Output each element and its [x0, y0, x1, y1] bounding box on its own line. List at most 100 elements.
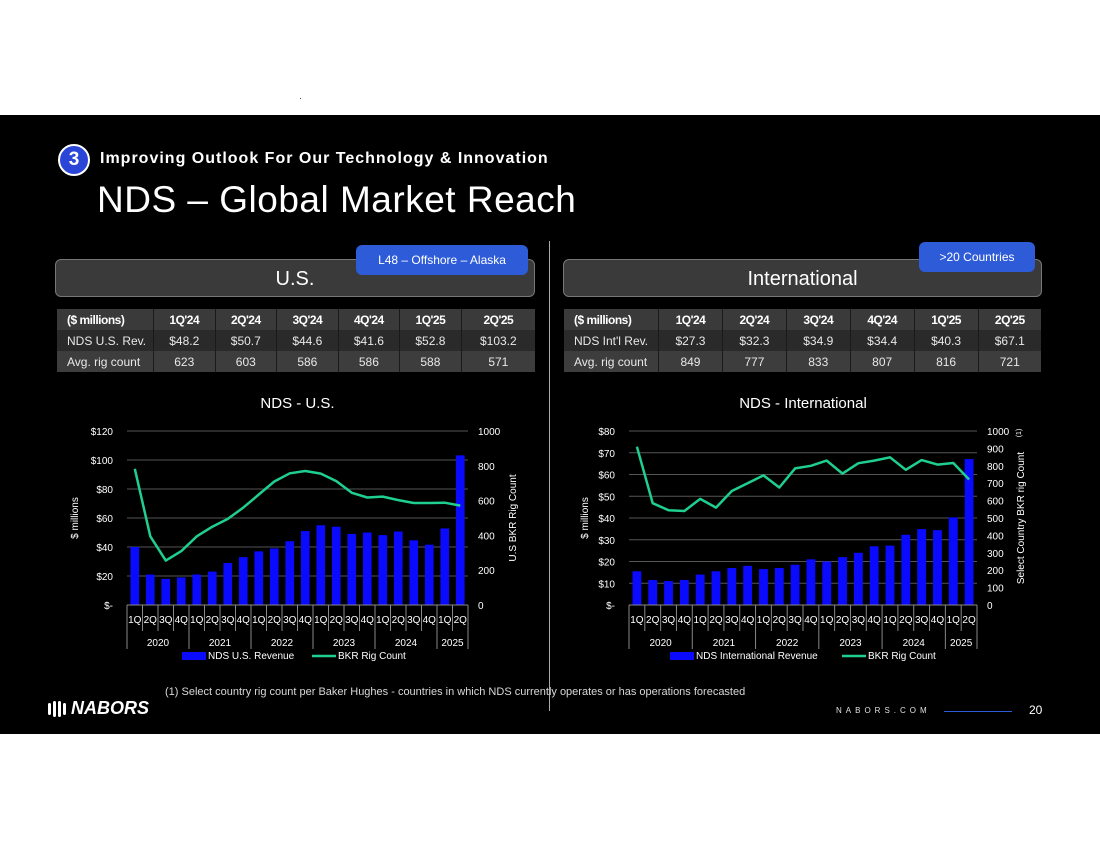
- y2-tick-label: 400: [987, 531, 1004, 542]
- slide: 3 Improving Outlook For Our Technology &…: [0, 115, 1100, 734]
- x-quarter-label: 2Q: [836, 615, 850, 626]
- x-quarter-label: 4Q: [299, 615, 313, 626]
- x-quarter-label: 2Q: [709, 615, 723, 626]
- footnote: (1) Select country rig count per Baker H…: [165, 686, 746, 698]
- bar: [664, 581, 673, 605]
- bar: [378, 535, 388, 605]
- x-year-label: 2022: [271, 638, 294, 649]
- bar: [679, 579, 689, 605]
- table-cell: $41.6: [337, 330, 400, 351]
- x-quarter-label: 3Q: [852, 615, 866, 626]
- table-header-cell: 1Q'25: [399, 309, 462, 330]
- x-year-label: 2024: [903, 638, 926, 649]
- table-header-row: ($ millions) 1Q'24 2Q'24 3Q'24 4Q'24 1Q'…: [564, 309, 1041, 330]
- y-tick-label: $-: [104, 601, 113, 612]
- table-cell: $34.4: [849, 330, 915, 351]
- bar: [161, 578, 171, 605]
- x-quarter-label: 3Q: [915, 615, 929, 626]
- y-tick-label: $100: [91, 456, 114, 467]
- bar: [440, 528, 450, 605]
- x-quarter-label: 3Q: [407, 615, 421, 626]
- table-cell: 833: [785, 351, 851, 372]
- table-header-cell: 2Q'25: [460, 309, 535, 330]
- bar: [285, 541, 295, 605]
- y-tick-label: $60: [96, 514, 113, 525]
- bar: [455, 455, 465, 605]
- us-revenue-table: ($ millions) 1Q'24 2Q'24 3Q'24 4Q'24 1Q'…: [57, 309, 535, 372]
- table-cell: 849: [658, 351, 723, 372]
- slide-title: NDS – Global Market Reach: [97, 179, 577, 220]
- x-quarter-label: 3Q: [725, 615, 739, 626]
- bar: [853, 552, 863, 605]
- x-year-label: 2020: [147, 638, 170, 649]
- x-quarter-label: 1Q: [314, 615, 328, 626]
- bar: [409, 540, 419, 605]
- y2-tick-label: 600: [478, 497, 495, 508]
- table-header-cell: 1Q'24: [153, 309, 216, 330]
- y-tick-label: $80: [96, 485, 113, 496]
- y2-axis-footnote-marker: (1): [1016, 429, 1023, 438]
- bar: [331, 526, 341, 605]
- table-cell: $40.3: [913, 330, 979, 351]
- bar: [347, 533, 357, 605]
- table-cell: Avg. rig count: [564, 351, 659, 372]
- y2-tick-label: 200: [478, 566, 495, 577]
- stray-dot: [300, 98, 301, 99]
- bar: [948, 517, 958, 605]
- y-tick-label: $-: [606, 601, 615, 612]
- intl-revenue-table: ($ millions) 1Q'24 2Q'24 3Q'24 4Q'24 1Q'…: [564, 309, 1041, 372]
- y-tick-label: $50: [598, 492, 615, 503]
- bar: [822, 561, 832, 605]
- y2-tick-label: 700: [987, 479, 1004, 490]
- bar: [885, 545, 895, 605]
- table-cell: $34.9: [785, 330, 851, 351]
- bar: [424, 544, 434, 605]
- rig-count-line: [133, 468, 461, 562]
- bar: [964, 459, 974, 605]
- table-cell: $27.3: [658, 330, 723, 351]
- bar: [790, 564, 800, 605]
- x-year-label: 2023: [333, 638, 356, 649]
- legend-bar-swatch: [670, 652, 694, 660]
- x-year-label: 2025: [441, 638, 464, 649]
- x-quarter-label: 4Q: [678, 615, 692, 626]
- x-quarter-label: 1Q: [694, 615, 708, 626]
- x-quarter-label: 4Q: [804, 615, 818, 626]
- us-region-tag: L48 – Offshore – Alaska: [356, 245, 528, 275]
- bar: [759, 569, 768, 605]
- y2-tick-label: 1000: [987, 427, 1010, 438]
- website-label[interactable]: NABORS.COM: [836, 706, 931, 715]
- table-header-cell: 2Q'24: [721, 309, 787, 330]
- x-quarter-label: 2Q: [646, 615, 660, 626]
- table-cell: NDS Int'l Rev.: [564, 330, 659, 351]
- table-cell: NDS U.S. Rev.: [57, 330, 154, 351]
- website-underline: [944, 711, 1012, 712]
- bar: [192, 574, 202, 605]
- y-tick-label: $80: [598, 427, 615, 438]
- table-cell: 571: [460, 351, 535, 372]
- table-cell: 588: [399, 351, 462, 372]
- bar: [695, 574, 705, 605]
- table-cell: 586: [337, 351, 400, 372]
- bar: [238, 557, 248, 605]
- x-quarter-label: 4Q: [868, 615, 882, 626]
- bar: [648, 579, 658, 605]
- x-quarter-label: 1Q: [190, 615, 204, 626]
- x-quarter-label: 2Q: [330, 615, 344, 626]
- x-quarter-label: 1Q: [128, 615, 142, 626]
- y2-tick-label: 0: [987, 601, 993, 612]
- table-cell: 623: [153, 351, 216, 372]
- x-quarter-label: 4Q: [741, 615, 755, 626]
- table-header-cell: 3Q'24: [785, 309, 851, 330]
- y-tick-label: $40: [598, 514, 615, 525]
- table-row: Avg. rig count 623 603 586 586 588 571: [57, 351, 535, 372]
- table-header-cell: ($ millions): [57, 309, 154, 330]
- legend-line-label: BKR Rig Count: [868, 651, 936, 662]
- slide-subtitle: Improving Outlook For Our Technology & I…: [100, 150, 549, 167]
- table-header-cell: 1Q'24: [658, 309, 723, 330]
- bar: [207, 571, 217, 605]
- x-quarter-label: 4Q: [361, 615, 375, 626]
- y2-tick-label: 800: [478, 462, 495, 473]
- table-row: Avg. rig count 849 777 833 807 816 721: [564, 351, 1041, 372]
- x-quarter-label: 2Q: [206, 615, 220, 626]
